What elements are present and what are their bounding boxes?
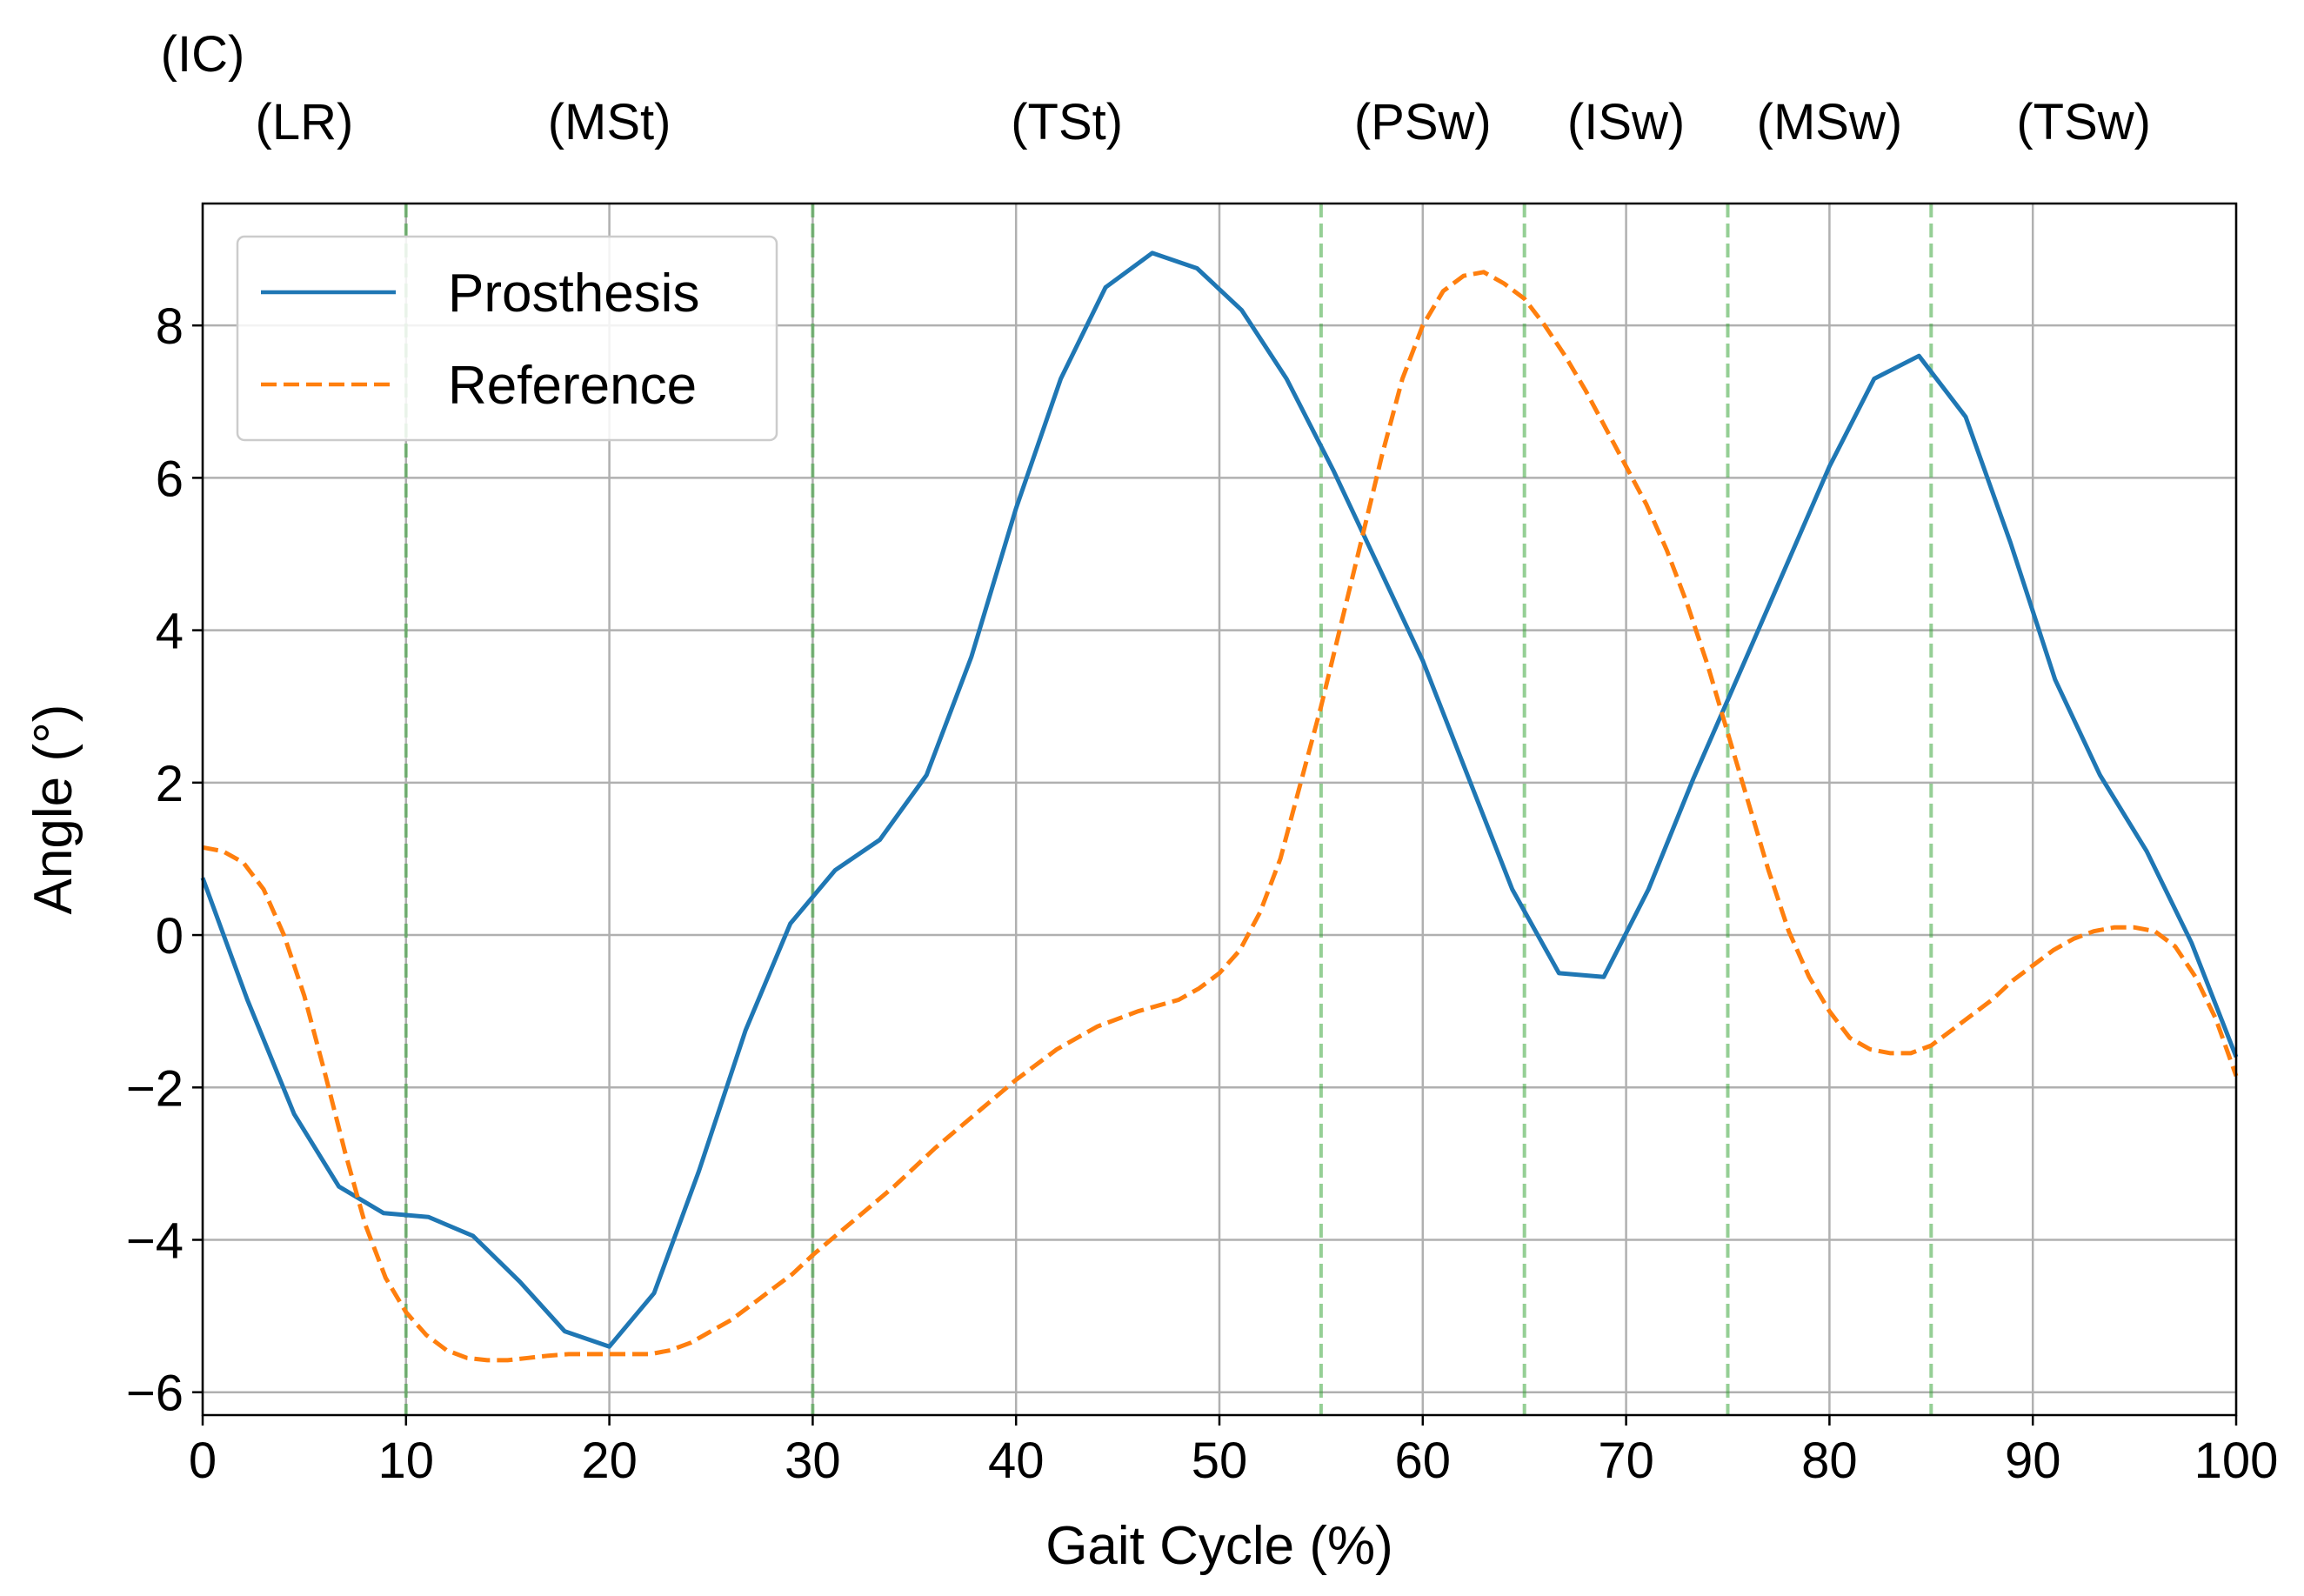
series-lines — [200, 250, 2239, 1363]
phase-label: (PSw) — [1354, 94, 1492, 150]
x-tick-label: 0 — [189, 1432, 217, 1489]
x-tick-label: 90 — [2005, 1432, 2061, 1489]
y-axis-title: Angle (°) — [23, 705, 83, 915]
x-tick-label: 80 — [1801, 1432, 1858, 1489]
y-tick-label: 4 — [156, 604, 184, 660]
phase-label: (TSt) — [1011, 94, 1123, 150]
phase-label: (MSt) — [548, 94, 671, 150]
phase-label: (MSw) — [1757, 94, 1903, 150]
phase-divider-lines — [404, 204, 1933, 1415]
series-line-prosthesis — [200, 250, 2239, 1349]
axis-ticks: 0 10 20 30 40 50 60 70 80 90 100 −6 −4 −2 0 2 4 6 8 — [126, 298, 2279, 1489]
y-tick-label: 6 — [156, 451, 184, 507]
gait-phase-labels: (IC)(LR) (MSt) (TSt) (PSw) (ISw) (MSw) (TSw) — [161, 26, 2151, 150]
x-tick-label: 60 — [1395, 1432, 1452, 1489]
x-tick-label: 50 — [1192, 1432, 1248, 1489]
legend: Prosthesis Reference — [236, 235, 778, 442]
x-tick-label: 30 — [785, 1432, 841, 1489]
legend-label-reference: Reference — [448, 356, 697, 416]
x-tick-label: 100 — [2194, 1432, 2279, 1489]
y-tick-label: −6 — [126, 1366, 184, 1422]
x-tick-label: 10 — [378, 1432, 435, 1489]
x-tick-label: 70 — [1598, 1432, 1654, 1489]
legend-box — [236, 235, 778, 442]
y-tick-label: 8 — [156, 298, 184, 355]
phase-label: (LR) — [256, 94, 354, 150]
phase-label: (IC) — [161, 26, 245, 83]
series-line-reference — [202, 270, 2239, 1363]
y-tick-label: 0 — [156, 908, 184, 965]
x-tick-label: 40 — [988, 1432, 1045, 1489]
x-tick-label: 20 — [581, 1432, 638, 1489]
x-axis-title: Gait Cycle (%) — [1045, 1516, 1393, 1576]
y-tick-label: −2 — [126, 1060, 184, 1117]
y-tick-label: −4 — [126, 1212, 184, 1269]
phase-label: (ISw) — [1567, 94, 1685, 150]
legend-label-prosthesis: Prosthesis — [448, 264, 699, 324]
phase-label: (TSw) — [2016, 94, 2151, 150]
y-tick-label: 2 — [156, 756, 184, 812]
